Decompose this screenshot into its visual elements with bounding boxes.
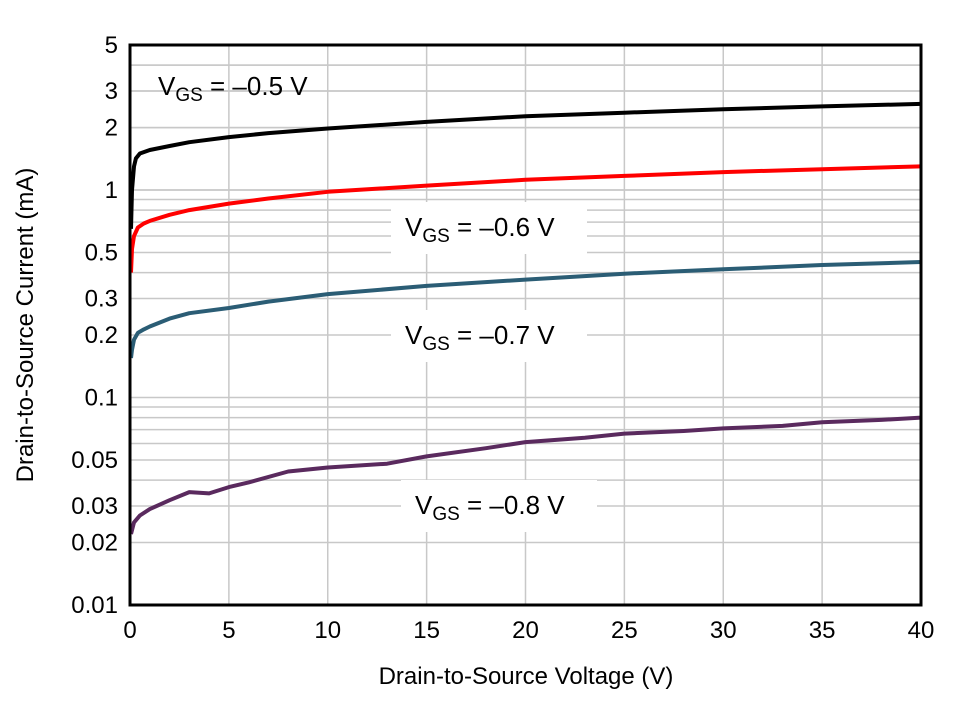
- label-sub: GS: [175, 85, 202, 106]
- series-label-0: VGS = –0.5 V: [158, 71, 308, 106]
- series-line-1: [129, 164, 922, 273]
- y-tick-label: 2: [105, 115, 118, 142]
- plot-frame: [128, 43, 923, 607]
- y-tick-label: 0.02: [71, 530, 118, 557]
- y-tick-label: 0.2: [85, 322, 118, 349]
- y-tick-label: 0.5: [85, 239, 118, 266]
- x-tick-label: 5: [222, 617, 235, 644]
- label-main: V: [405, 212, 423, 242]
- label-main: V: [415, 490, 433, 520]
- x-tick-label: 35: [809, 617, 836, 644]
- label-background: [391, 310, 587, 362]
- series-label-1: VGS = –0.6 V: [405, 212, 555, 247]
- series-lines: [129, 101, 922, 535]
- series-line-3: [129, 415, 922, 535]
- y-tick-label: 1: [105, 177, 118, 204]
- label-rest: = –0.7 V: [450, 320, 555, 350]
- x-tick-label: 20: [512, 617, 539, 644]
- y-tick-label: 3: [105, 78, 118, 105]
- label-background: [401, 480, 597, 532]
- x-tick-label: 40: [908, 617, 935, 644]
- x-tick-label: 25: [611, 617, 638, 644]
- y-tick-label: 5: [105, 32, 118, 59]
- series-line-2: [129, 260, 922, 359]
- x-tick-label: 15: [413, 617, 440, 644]
- label-rest: = –0.6 V: [450, 212, 555, 242]
- label-main: V: [158, 71, 176, 101]
- y-tick-label: 0.3: [85, 286, 118, 313]
- series-line-0: [129, 101, 922, 229]
- label-rest: = –0.5 V: [203, 71, 308, 101]
- y-tick-label: 0.01: [71, 592, 118, 619]
- y-tick-label: 0.03: [71, 493, 118, 520]
- series-label-3: VGS = –0.8 V: [415, 490, 565, 525]
- label-sub: GS: [422, 226, 449, 247]
- y-axis-label: Drain-to-Source Current (mA): [12, 168, 39, 483]
- y-tick-label: 0.05: [71, 447, 118, 474]
- x-tick-label: 0: [123, 617, 136, 644]
- label-background: [391, 202, 587, 254]
- label-rest: = –0.8 V: [460, 490, 565, 520]
- series-label-2: VGS = –0.7 V: [405, 320, 555, 355]
- label-sub: GS: [432, 504, 459, 525]
- x-tick-label: 10: [314, 617, 341, 644]
- x-tick-label: 30: [710, 617, 737, 644]
- y-tick-label: 0.1: [85, 385, 118, 412]
- label-sub: GS: [422, 334, 449, 355]
- tick-labels: 0 5 10 15 20 25 30 35 400.010.020.030.050.10.20.…: [71, 32, 934, 644]
- label-main: V: [405, 320, 423, 350]
- x-axis-label: Drain-to-Source Voltage (V): [379, 663, 674, 690]
